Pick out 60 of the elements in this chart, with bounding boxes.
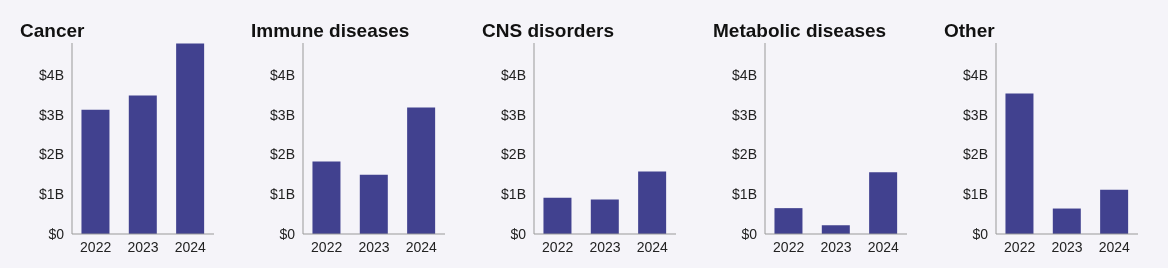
bar bbox=[359, 174, 388, 234]
chart-title: CNS disorders bbox=[482, 20, 614, 42]
y-tick-label: $3B bbox=[270, 106, 295, 123]
x-tick-label: 2023 bbox=[1051, 238, 1083, 255]
y-tick-label: $0 bbox=[279, 225, 296, 242]
x-tick-label: 2023 bbox=[358, 238, 390, 255]
bar bbox=[1100, 189, 1129, 234]
bar bbox=[821, 225, 850, 234]
bar bbox=[1052, 208, 1081, 234]
y-tick-label: $0 bbox=[972, 225, 989, 242]
y-tick-label: $0 bbox=[48, 225, 65, 242]
bar bbox=[869, 172, 898, 234]
y-tick-label: $2B bbox=[270, 146, 295, 163]
y-tick-label: $3B bbox=[963, 106, 988, 123]
bar bbox=[774, 208, 803, 234]
x-tick-label: 2023 bbox=[820, 238, 852, 255]
bar bbox=[543, 197, 572, 234]
x-tick-label: 2022 bbox=[542, 238, 574, 255]
x-tick-label: 2023 bbox=[589, 238, 621, 255]
y-tick-label: $4B bbox=[501, 66, 526, 83]
x-tick-label: 2022 bbox=[80, 238, 112, 255]
bar bbox=[638, 171, 667, 234]
chart-title: Cancer bbox=[20, 20, 85, 42]
y-tick-label: $1B bbox=[963, 186, 988, 203]
x-tick-label: 2024 bbox=[1098, 238, 1131, 255]
chart-title: Immune diseases bbox=[251, 20, 410, 42]
y-tick-label: $4B bbox=[39, 66, 64, 83]
x-tick-label: 2023 bbox=[127, 238, 159, 255]
y-tick-label: $2B bbox=[501, 146, 526, 163]
y-tick-label: $3B bbox=[39, 106, 64, 123]
x-tick-label: 2024 bbox=[867, 238, 900, 255]
bar bbox=[81, 109, 110, 234]
x-tick-label: 2024 bbox=[405, 238, 438, 255]
y-tick-label: $1B bbox=[39, 186, 64, 203]
y-tick-label: $0 bbox=[510, 225, 527, 242]
y-tick-label: $1B bbox=[501, 186, 526, 203]
y-tick-label: $3B bbox=[501, 106, 526, 123]
y-tick-label: $4B bbox=[270, 66, 295, 83]
y-tick-label: $1B bbox=[270, 186, 295, 203]
x-tick-label: 2022 bbox=[311, 238, 343, 255]
x-tick-label: 2024 bbox=[636, 238, 669, 255]
chart-title: Metabolic diseases bbox=[713, 20, 887, 42]
bar bbox=[176, 43, 205, 234]
bar bbox=[128, 95, 157, 234]
y-tick-label: $2B bbox=[963, 146, 988, 163]
y-tick-label: $4B bbox=[963, 66, 988, 83]
x-tick-label: 2022 bbox=[773, 238, 805, 255]
y-tick-label: $2B bbox=[732, 146, 757, 163]
bar bbox=[407, 107, 436, 234]
bar bbox=[312, 161, 341, 234]
x-tick-label: 2022 bbox=[1004, 238, 1036, 255]
chart-title: Other bbox=[944, 20, 995, 42]
bar bbox=[1005, 93, 1034, 234]
y-tick-label: $3B bbox=[732, 106, 757, 123]
y-tick-label: $0 bbox=[741, 225, 758, 242]
y-tick-label: $4B bbox=[732, 66, 757, 83]
y-tick-label: $2B bbox=[39, 146, 64, 163]
y-tick-label: $1B bbox=[732, 186, 757, 203]
x-tick-label: 2024 bbox=[174, 238, 207, 255]
bar bbox=[590, 199, 619, 234]
